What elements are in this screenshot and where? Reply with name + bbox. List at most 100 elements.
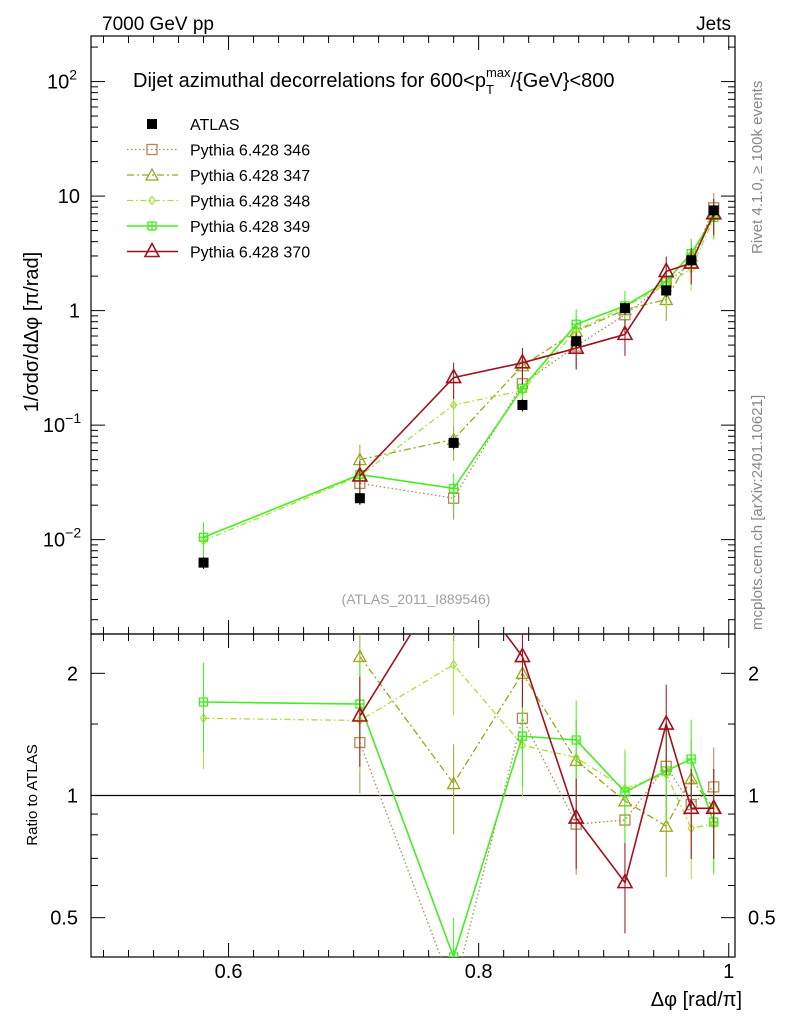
main-point-5-8 xyxy=(708,205,719,216)
legend-label-4: Pythia 6.428 349 xyxy=(190,219,310,236)
ratio-line-3 xyxy=(203,701,715,957)
legend-label-0: ATLAS xyxy=(190,117,240,134)
main-frame xyxy=(90,35,736,635)
xtick-label-1: 0.8 xyxy=(465,961,493,983)
main-point-5-3 xyxy=(517,399,528,410)
ratio-point-4-0 xyxy=(351,706,369,722)
ratio-ytick-label-2: 2 xyxy=(67,663,78,685)
ratio-panel: 0.5 0.5 1 1 2 2 0.6 0.8 1 Ratio to ATLAS Δφ [rad… xyxy=(24,633,776,1011)
main-point-5-1 xyxy=(354,493,365,504)
category-label: Jets xyxy=(696,14,731,35)
main-point-4-3 xyxy=(567,338,585,354)
title-subscript: T xyxy=(486,82,494,97)
ratio-line-4 xyxy=(359,634,714,885)
legend-item-3: Pythia 6.428 348 xyxy=(127,194,310,211)
legend-marker-4 xyxy=(147,221,157,231)
ratio-series-0 xyxy=(354,678,720,957)
legend-marker-3 xyxy=(148,195,156,206)
main-series-group xyxy=(198,192,723,569)
legend-marker-2 xyxy=(144,167,160,181)
legend-label-3: Pythia 6.428 348 xyxy=(190,194,310,211)
main-line-0 xyxy=(359,207,715,499)
ratio-point-3-0 xyxy=(198,696,209,707)
main-point-5-0 xyxy=(198,557,209,568)
main-point-4-4 xyxy=(616,324,634,341)
title-prefix: Dijet azimuthal decorrelations for 600<p xyxy=(133,70,486,92)
main-point-3-3 xyxy=(517,383,528,394)
main-line-1 xyxy=(359,213,715,461)
ratio-ytick-label-right-0: 0.5 xyxy=(748,908,776,930)
main-point-2-2 xyxy=(449,399,458,410)
ratio-point-3-7 xyxy=(686,754,697,765)
ratio-point-2-2 xyxy=(449,659,458,670)
ratio-point-3-3 xyxy=(517,731,528,742)
main-ytick-label-1: 10−1 xyxy=(43,410,81,437)
ratio-line-2 xyxy=(203,663,714,830)
legend-item-2: Pythia 6.428 347 xyxy=(127,167,310,185)
ratio-point-3-2 xyxy=(448,952,459,957)
ratio-ytick-label-1: 1 xyxy=(67,786,78,808)
ratio-ytick-label-0: 0.5 xyxy=(50,908,78,930)
ratio-line-1 xyxy=(359,656,715,828)
ratio-series-1 xyxy=(352,634,721,877)
xtick-label-2: 1 xyxy=(723,961,734,983)
xtick-label-0: 0.6 xyxy=(215,961,243,983)
main-ytick-label-3: 10 xyxy=(58,186,80,208)
ratio-point-4-6 xyxy=(682,798,700,815)
ratio-series-4 xyxy=(351,634,723,934)
legend-label-2: Pythia 6.428 347 xyxy=(190,168,310,185)
title-superscript: max xyxy=(486,65,511,80)
main-ytick-label-4: 102 xyxy=(47,67,77,94)
main-point-3-2 xyxy=(448,483,459,494)
ratio-series-group xyxy=(198,634,723,957)
main-series-4 xyxy=(351,198,723,498)
legend: ATLAS Pythia 6.428 346 Pythia 6.428 347 Pyt… xyxy=(127,117,310,262)
main-point-5-6 xyxy=(661,285,672,296)
main-series-5 xyxy=(198,204,719,569)
beam-label: 7000 GeV pp xyxy=(102,14,214,35)
ratio-point-4-7 xyxy=(705,798,723,815)
ratio-point-1-0 xyxy=(352,649,367,663)
ratio-point-4-3 xyxy=(567,808,585,824)
main-point-5-7 xyxy=(686,255,697,266)
main-point-3-0 xyxy=(198,532,209,543)
main-point-4-2 xyxy=(514,353,531,369)
main-point-5-2 xyxy=(448,437,459,448)
legend-item-1: Pythia 6.428 346 xyxy=(127,143,310,160)
legend-label-1: Pythia 6.428 346 xyxy=(190,143,310,160)
ratio-ytick-label-right-1: 1 xyxy=(748,786,759,808)
ratio-axis-ticks: 0.5 0.5 1 1 2 2 0.6 0.8 1 xyxy=(50,634,776,983)
main-point-5-4 xyxy=(571,336,582,347)
main-axis-ticks: 10−2 10−1 1 10 102 xyxy=(43,36,735,634)
main-panel: 10−2 10−1 1 10 102 Dijet azimuthal decorrela… xyxy=(21,35,736,635)
legend-label-5: Pythia 6.428 370 xyxy=(190,245,310,262)
legend-marker-0 xyxy=(147,119,157,129)
ratio-point-1-1 xyxy=(446,776,461,790)
title-suffix: /{GeV}<800 xyxy=(511,70,615,92)
legend-item-5: Pythia 6.428 370 xyxy=(127,241,310,262)
ratio-point-4-2 xyxy=(514,646,531,663)
main-point-3-4 xyxy=(571,319,582,330)
ratio-point-4-5 xyxy=(657,714,675,730)
main-line-4 xyxy=(359,213,715,477)
ratio-point-4-4 xyxy=(616,872,634,889)
legend-item-0: ATLAS xyxy=(147,117,240,134)
legend-item-4: Pythia 6.428 349 xyxy=(127,219,310,236)
analysis-label: (ATLAS_2011_I889546) xyxy=(342,591,491,607)
main-point-4-0 xyxy=(351,466,369,482)
ratio-ytick-label-right-2: 2 xyxy=(748,663,759,685)
main-ytick-label-0: 10−2 xyxy=(43,525,81,552)
mcplots-label: mcplots.cern.ch [arXiv:2401.10621] xyxy=(749,395,766,630)
legend-marker-1 xyxy=(146,143,158,156)
main-ylabel: 1/σdσ/dΔφ [π/rad] xyxy=(21,252,43,412)
main-point-4-1 xyxy=(445,367,462,384)
main-ytick-label-2: 1 xyxy=(69,301,80,323)
ratio-ylabel: Ratio to ATLAS xyxy=(24,744,41,845)
main-title: Dijet azimuthal decorrelations for 600<p… xyxy=(133,65,615,97)
main-point-5-5 xyxy=(619,303,630,314)
rivet-label: Rivet 4.1.0, ≥ 100k events xyxy=(749,81,766,254)
main-point-4-5 xyxy=(657,261,675,278)
legend-marker-5 xyxy=(143,241,161,258)
ratio-series-3 xyxy=(198,662,719,957)
ratio-point-3-4 xyxy=(571,735,582,746)
